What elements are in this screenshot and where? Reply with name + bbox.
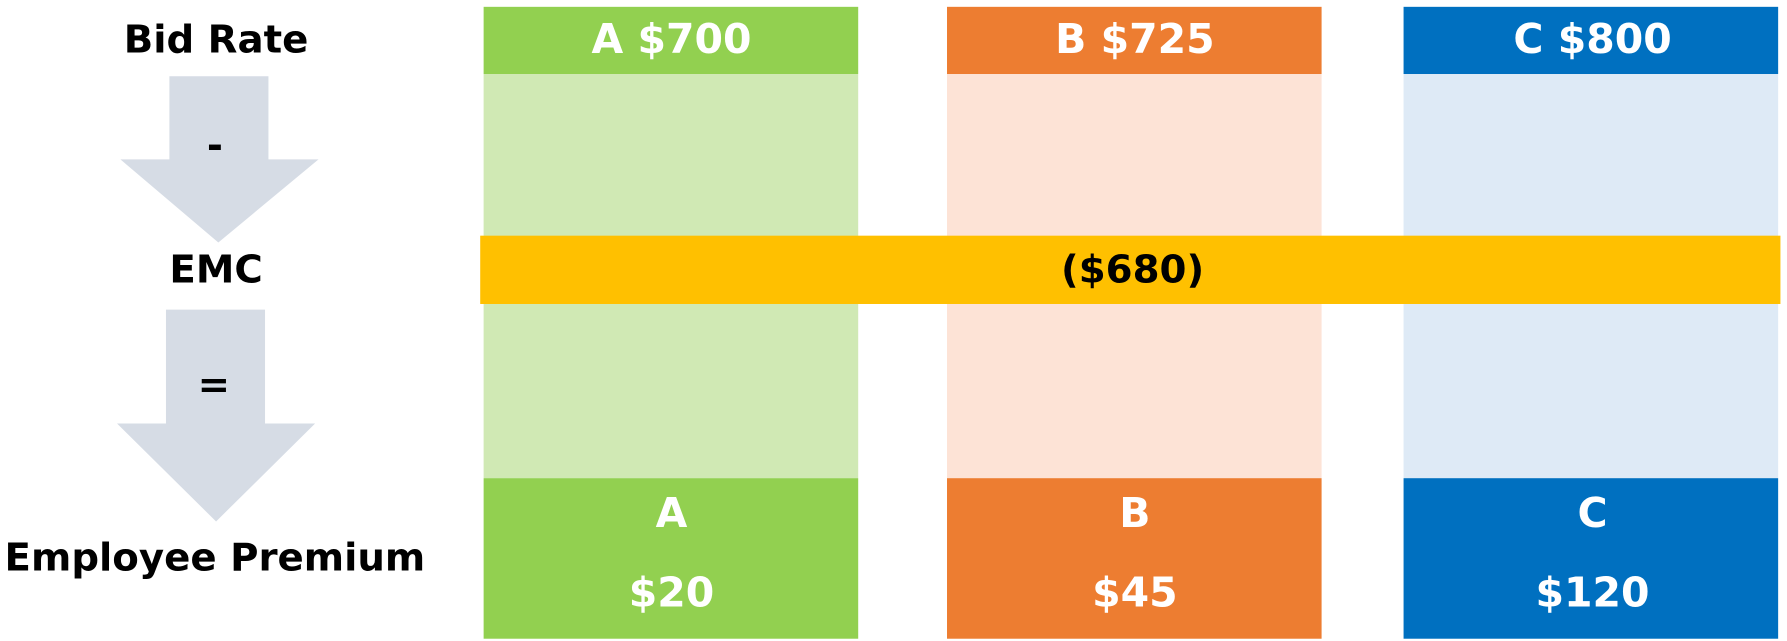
plan-name: C xyxy=(1578,489,1608,537)
bid-rate: B $725 xyxy=(1055,15,1215,63)
bid-rate: C $800 xyxy=(1513,15,1671,63)
row-label: Employee Premium xyxy=(5,536,426,581)
operator: = xyxy=(198,363,230,408)
column-header xyxy=(483,6,859,75)
premium: $45 xyxy=(1092,568,1178,616)
arrow xyxy=(120,76,319,243)
operator: - xyxy=(207,124,223,169)
premium: $120 xyxy=(1536,568,1650,616)
plan-name: A xyxy=(656,489,688,537)
column-footer xyxy=(947,478,1322,639)
column-footer xyxy=(1403,478,1779,639)
row-label: Bid Rate xyxy=(124,18,309,63)
arrow xyxy=(117,309,316,522)
column-footer xyxy=(483,478,859,639)
emc-bar xyxy=(480,235,1781,304)
emc-value: ($680) xyxy=(1061,248,1204,293)
bid-rate: A $700 xyxy=(591,15,751,63)
premium: $20 xyxy=(629,568,715,616)
row-label: EMC xyxy=(169,248,262,293)
column-header xyxy=(1403,6,1779,75)
column-header xyxy=(947,6,1322,75)
plan-name: B xyxy=(1119,489,1150,537)
